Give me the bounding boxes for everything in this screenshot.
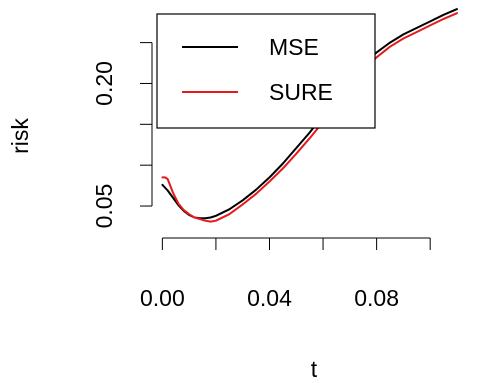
x-tick-label: 0.00 — [140, 285, 185, 311]
x-axis-label: t — [311, 356, 318, 382]
series-lines — [161, 8, 458, 223]
x-tick-label: 0.04 — [247, 285, 292, 311]
legend-box — [156, 13, 376, 129]
y-tick-label: 0.05 — [91, 184, 117, 229]
y-axis: 0.05 0.20 — [91, 42, 153, 229]
series-line-sure — [161, 12, 458, 223]
x-axis: 0.00 0.04 0.08 — [140, 237, 431, 311]
legend-label-sure: SURE — [269, 79, 333, 105]
legend-label-mse: MSE — [269, 34, 319, 60]
legend: MSE SURE — [156, 13, 376, 129]
plot-area — [161, 8, 458, 223]
y-tick-label: 0.20 — [91, 61, 117, 106]
y-axis-label: risk — [7, 118, 33, 154]
x-tick-label: 0.08 — [354, 285, 399, 311]
